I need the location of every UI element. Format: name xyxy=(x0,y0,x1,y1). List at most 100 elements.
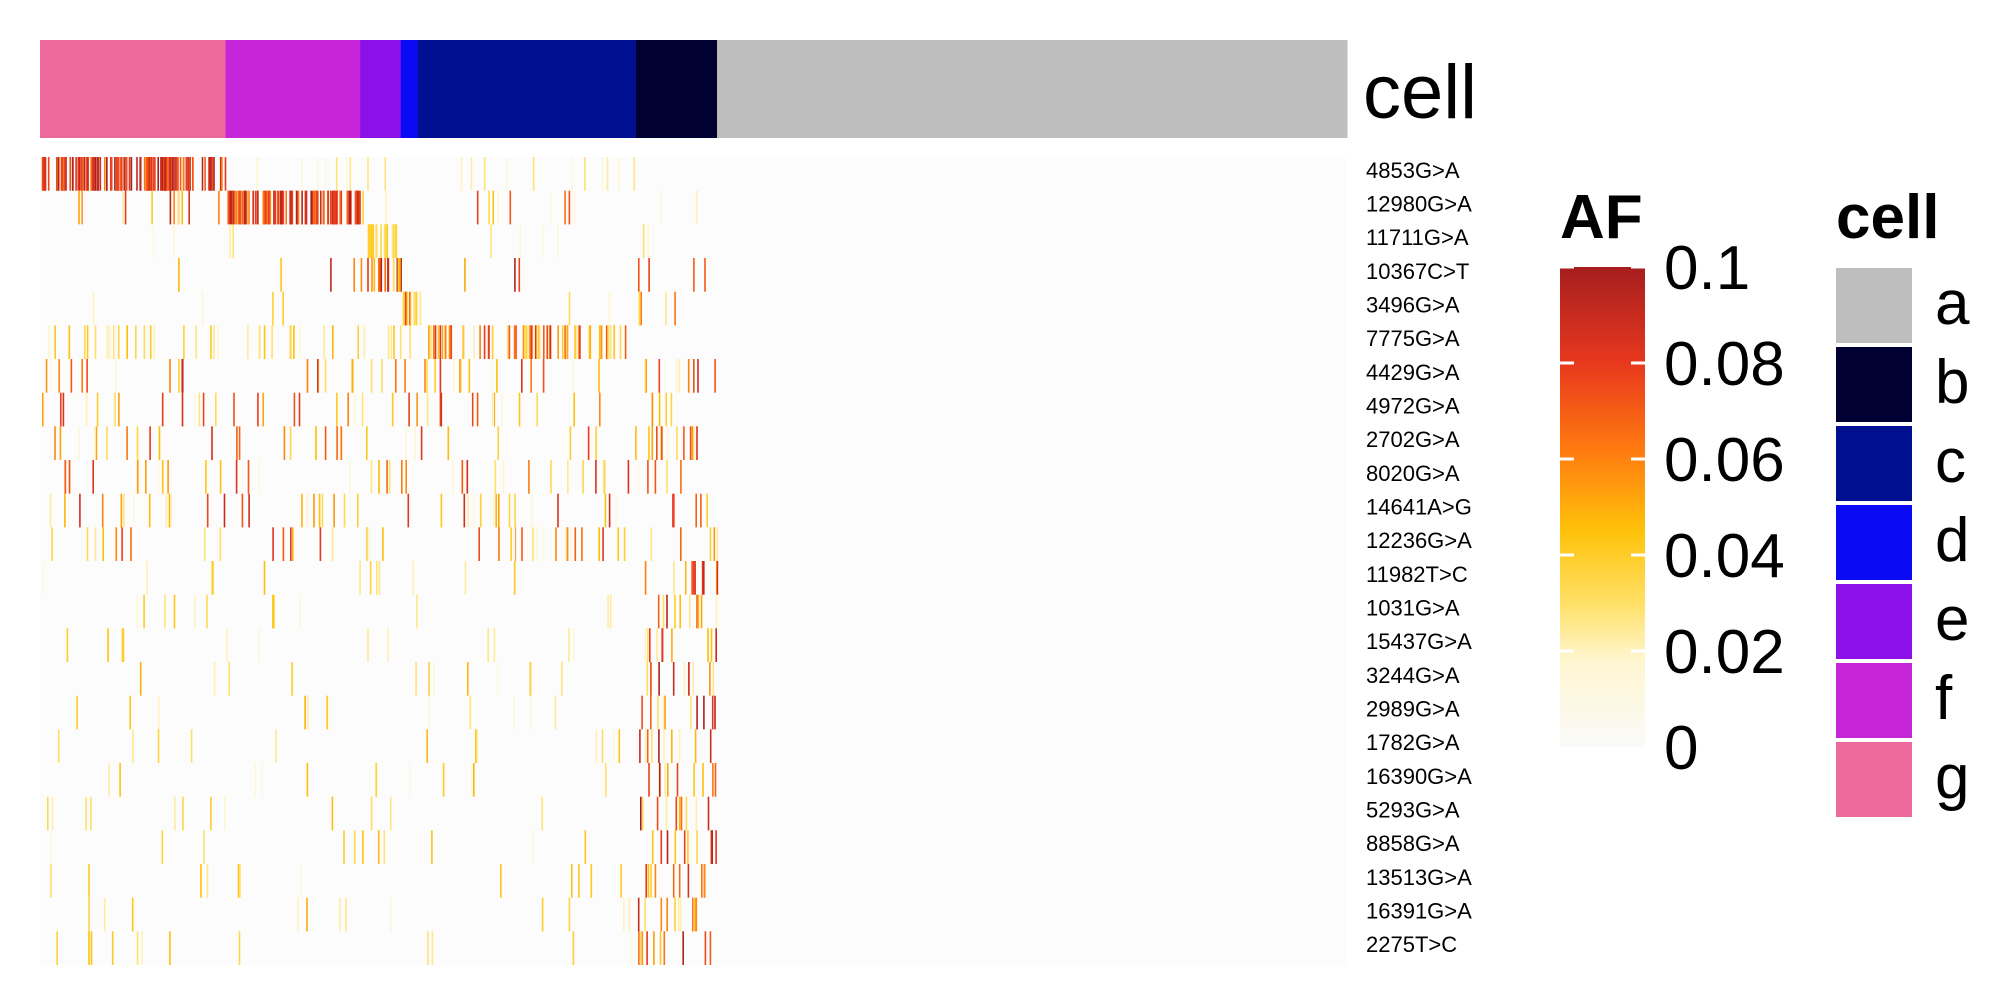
heatmap-cell xyxy=(243,190,246,225)
heatmap-cell xyxy=(666,897,668,932)
heatmap-cell xyxy=(152,224,155,258)
heatmap-cell xyxy=(415,662,417,696)
heatmap-cell xyxy=(571,157,573,191)
heatmap-cell xyxy=(136,594,139,629)
heatmap-cell xyxy=(700,493,702,528)
heatmap-cell xyxy=(608,291,611,326)
heatmap-cell xyxy=(139,460,141,494)
heatmap-cell xyxy=(561,325,564,359)
heatmap-cell xyxy=(136,426,139,460)
heatmap-cell xyxy=(56,931,58,965)
heatmap-cell xyxy=(272,594,274,629)
heatmap-cell xyxy=(609,325,612,359)
heatmap-cell xyxy=(113,392,115,427)
heatmap-cell xyxy=(331,796,334,831)
heatmap-cell xyxy=(209,157,211,191)
heatmap-cell xyxy=(42,561,45,595)
heatmap-cell xyxy=(90,157,92,191)
heatmap-cell xyxy=(536,325,538,359)
heatmap-cell xyxy=(628,897,631,932)
heatmap-cell xyxy=(157,729,160,763)
heatmap-cell xyxy=(508,325,511,359)
heatmap-cell xyxy=(69,157,71,191)
heatmap-cell xyxy=(263,325,266,359)
heatmap-cell xyxy=(203,830,205,864)
heatmap-cell xyxy=(195,325,197,359)
heatmap-cell xyxy=(640,291,642,326)
heatmap-cell xyxy=(88,931,90,965)
heatmap-cell xyxy=(393,325,395,359)
heatmap-cell xyxy=(694,561,696,595)
heatmap-cell xyxy=(697,594,700,629)
heatmap-cell xyxy=(370,224,372,258)
heatmap-cell xyxy=(56,157,58,191)
heatmap-cell xyxy=(130,157,133,191)
heatmap-cell xyxy=(86,359,88,393)
heatmap-cell xyxy=(589,325,592,359)
heatmap-cell xyxy=(362,830,364,864)
heatmap-cell xyxy=(605,325,608,359)
heatmap-cell xyxy=(248,190,250,225)
heatmap-cell xyxy=(679,594,681,629)
heatmap-cell xyxy=(269,190,272,225)
heatmap-cell xyxy=(519,224,522,258)
heatmap-cell xyxy=(495,493,497,528)
heatmap-cell xyxy=(301,493,303,528)
heatmap-cell xyxy=(234,190,236,225)
heatmap-cell xyxy=(121,527,123,561)
heatmap-cell xyxy=(692,897,694,932)
heatmap-cell xyxy=(672,662,675,696)
heatmap-cell xyxy=(281,190,283,225)
heatmap-cell xyxy=(513,527,516,561)
heatmap-cell xyxy=(662,695,665,730)
heatmap-cell xyxy=(323,190,325,225)
heatmap-cell xyxy=(569,426,572,460)
heatmap-cell xyxy=(662,594,665,629)
af-tick-label: 0.1 xyxy=(1664,234,1750,303)
heatmap-cell xyxy=(349,190,351,225)
heatmap-cell xyxy=(99,157,102,191)
heatmap-cell xyxy=(640,796,642,831)
heatmap-cell xyxy=(605,763,607,797)
heatmap-cell xyxy=(541,796,543,831)
heatmap-cell xyxy=(642,224,645,258)
heatmap-cell xyxy=(647,224,649,258)
heatmap-cell xyxy=(638,291,641,326)
heatmap-cell xyxy=(564,190,566,225)
heatmap-cell xyxy=(129,695,131,730)
heatmap-cell xyxy=(210,796,212,831)
heatmap-cell xyxy=(272,527,274,561)
row-label: 1031G>A xyxy=(1366,596,1460,621)
heatmap-cell xyxy=(510,527,512,561)
heatmap-cell xyxy=(521,527,523,561)
heatmap-cell xyxy=(81,359,83,393)
heatmap-cell xyxy=(320,190,322,225)
heatmap-cell xyxy=(542,359,545,393)
heatmap-cell xyxy=(59,426,62,460)
heatmap-cell xyxy=(657,695,659,730)
heatmap-cell xyxy=(248,493,250,528)
heatmap-cell xyxy=(210,157,213,191)
heatmap-cell xyxy=(170,493,172,528)
row-label: 8858G>A xyxy=(1366,831,1460,856)
heatmap-cell xyxy=(75,157,77,191)
heatmap-cell xyxy=(262,392,264,427)
heatmap-cell xyxy=(709,729,712,763)
heatmap-cell xyxy=(541,897,544,932)
cell-legend-swatch-b xyxy=(1836,347,1912,422)
heatmap-cell xyxy=(139,662,142,696)
heatmap-cell xyxy=(167,460,169,494)
heatmap-cell xyxy=(88,864,90,898)
heatmap-cell xyxy=(715,594,718,629)
heatmap-cell xyxy=(476,190,479,225)
cell-legend-title: cell xyxy=(1836,183,1939,252)
heatmap-cell xyxy=(238,426,241,460)
heatmap-cell xyxy=(689,594,691,629)
heatmap-cell xyxy=(665,291,667,326)
heatmap-cell xyxy=(557,493,559,528)
heatmap-cell xyxy=(257,392,259,427)
heatmap-cell xyxy=(181,190,183,225)
heatmap-cell xyxy=(709,527,712,561)
heatmap-cell xyxy=(47,157,50,191)
heatmap-cell xyxy=(639,729,641,763)
